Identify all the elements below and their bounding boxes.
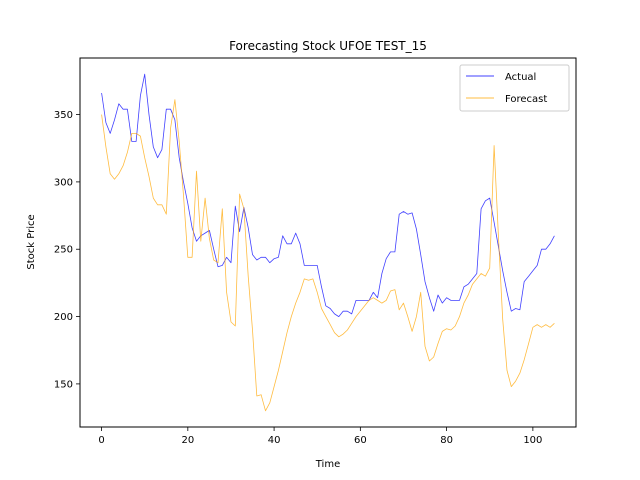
y-tick-label: 250	[54, 245, 73, 256]
series-line-actual	[101, 73, 555, 318]
x-tick-label: 100	[523, 435, 542, 446]
x-tick-label: 20	[181, 435, 194, 446]
legend-label-actual: Actual	[505, 72, 536, 83]
y-axis: 150 200 250 300 350	[54, 110, 80, 390]
legend-label-forecast: Forecast	[505, 94, 547, 105]
y-tick-label: 150	[54, 379, 73, 390]
chart-title: Forecasting Stock UFOE TEST_15	[229, 39, 427, 53]
y-tick-label: 200	[54, 312, 73, 323]
plot-area	[101, 73, 555, 412]
y-axis-title: Stock Price	[26, 214, 37, 269]
x-tick-label: 60	[354, 435, 367, 446]
y-tick-label: 300	[54, 177, 73, 188]
y-tick-label: 350	[54, 110, 73, 121]
x-tick-label: 80	[440, 435, 453, 446]
x-axis: 0 20 40 60 80 100	[98, 427, 542, 446]
axes-frame	[79, 57, 577, 428]
legend: Actual Forecast	[459, 64, 570, 112]
x-tick-label: 0	[98, 435, 104, 446]
series-line-forecast	[101, 99, 555, 412]
x-tick-label: 40	[268, 435, 281, 446]
x-axis-title: Time	[315, 459, 340, 470]
